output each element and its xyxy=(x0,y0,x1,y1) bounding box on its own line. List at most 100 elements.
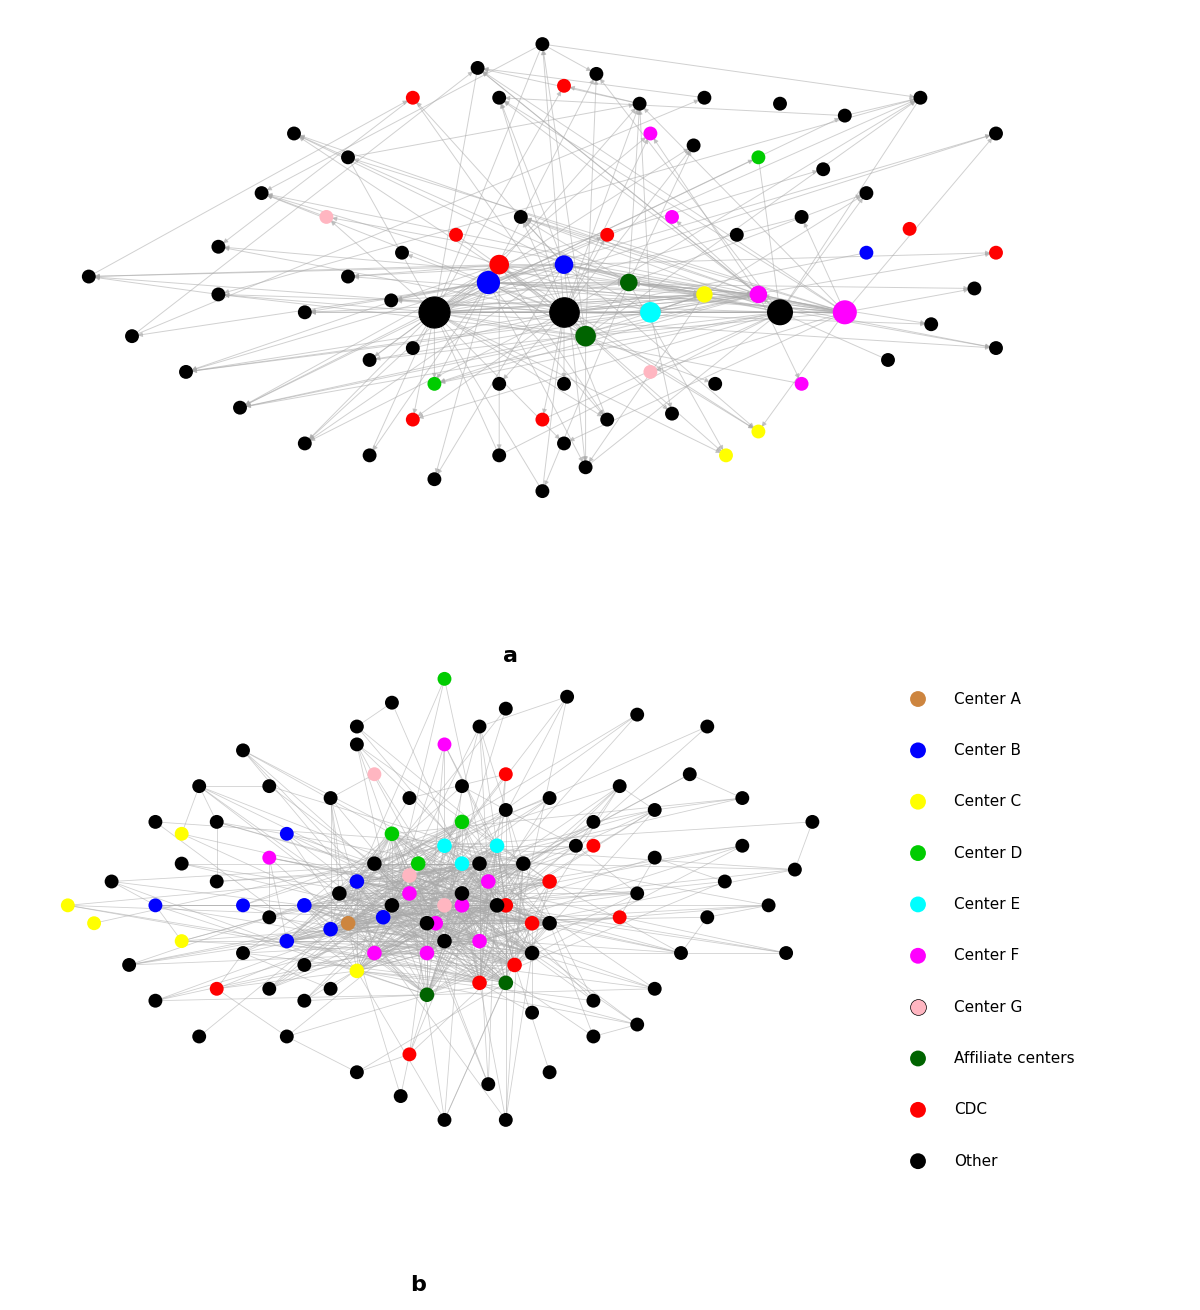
Point xyxy=(452,895,472,916)
Point xyxy=(468,58,487,79)
Point xyxy=(208,871,227,892)
Point xyxy=(295,955,314,976)
Point xyxy=(533,409,552,430)
Point xyxy=(697,907,716,927)
Point xyxy=(662,207,682,228)
Point xyxy=(426,913,445,934)
Text: b: b xyxy=(410,1275,426,1294)
Point xyxy=(277,824,296,845)
Point xyxy=(760,895,779,916)
Point xyxy=(425,469,444,490)
Point xyxy=(295,895,314,916)
Point xyxy=(172,930,191,951)
Text: Other: Other xyxy=(954,1154,997,1169)
Point xyxy=(554,254,574,275)
Point xyxy=(277,1026,296,1047)
Point xyxy=(583,1026,602,1047)
Point xyxy=(452,776,472,796)
Point xyxy=(662,403,682,424)
Point xyxy=(434,734,454,755)
Point xyxy=(587,63,606,84)
Point xyxy=(554,301,574,322)
Text: Center B: Center B xyxy=(954,743,1021,758)
Point xyxy=(120,955,139,976)
Text: Center F: Center F xyxy=(954,948,1019,963)
Point xyxy=(479,272,498,293)
Point xyxy=(383,824,402,845)
Point xyxy=(209,284,228,305)
Point xyxy=(400,883,419,904)
Point xyxy=(835,301,854,322)
Point xyxy=(680,764,700,785)
Point xyxy=(122,326,142,347)
Point xyxy=(146,811,166,832)
Point xyxy=(365,853,384,874)
Point xyxy=(554,76,574,97)
Point xyxy=(295,990,314,1011)
Point xyxy=(770,93,790,114)
Point xyxy=(208,811,227,832)
Point xyxy=(706,373,725,394)
Point xyxy=(320,918,341,939)
Point xyxy=(259,848,278,869)
Point xyxy=(857,182,876,203)
Point xyxy=(628,1014,647,1035)
Point xyxy=(487,895,506,916)
Point xyxy=(497,698,516,719)
Point xyxy=(770,301,790,322)
Point xyxy=(554,373,574,394)
Point xyxy=(558,686,577,707)
Point xyxy=(908,689,928,710)
Point xyxy=(490,373,509,394)
Point xyxy=(190,776,209,796)
Point xyxy=(908,791,928,812)
Point xyxy=(610,907,629,927)
Point xyxy=(749,284,768,305)
Point xyxy=(490,88,509,109)
Point xyxy=(79,266,98,287)
Point xyxy=(259,907,278,927)
Point xyxy=(490,445,509,466)
Text: Center D: Center D xyxy=(954,845,1022,861)
Point xyxy=(452,811,472,832)
Point xyxy=(284,123,304,144)
Point xyxy=(470,853,490,874)
Point xyxy=(610,776,629,796)
Point xyxy=(338,913,358,934)
Point xyxy=(566,836,586,857)
Point xyxy=(320,979,341,1000)
Point xyxy=(347,734,366,755)
Point xyxy=(533,34,552,55)
Point xyxy=(497,895,516,916)
Point xyxy=(347,871,366,892)
Text: Affiliate centers: Affiliate centers xyxy=(954,1051,1075,1066)
Point xyxy=(641,123,660,144)
Point xyxy=(598,409,617,430)
Point xyxy=(338,266,358,287)
Point xyxy=(320,787,341,808)
Point xyxy=(470,717,490,738)
Point xyxy=(695,284,714,305)
Point xyxy=(785,859,804,880)
Point xyxy=(497,764,516,785)
Point xyxy=(434,1110,454,1131)
Point xyxy=(172,853,191,874)
Point xyxy=(383,895,402,916)
Point xyxy=(403,338,422,359)
Point xyxy=(641,301,660,322)
Text: Center A: Center A xyxy=(954,692,1021,706)
Point xyxy=(628,705,647,726)
Point xyxy=(986,123,1006,144)
Point xyxy=(434,930,454,951)
Point xyxy=(172,824,191,845)
Point xyxy=(400,787,419,808)
Point xyxy=(347,717,366,738)
Point xyxy=(540,913,559,934)
Point xyxy=(418,913,437,934)
Text: Center E: Center E xyxy=(954,897,1020,912)
Point xyxy=(497,1110,516,1131)
Point xyxy=(646,848,665,869)
Point xyxy=(446,224,466,245)
Point xyxy=(347,1061,366,1082)
Point xyxy=(295,432,314,455)
